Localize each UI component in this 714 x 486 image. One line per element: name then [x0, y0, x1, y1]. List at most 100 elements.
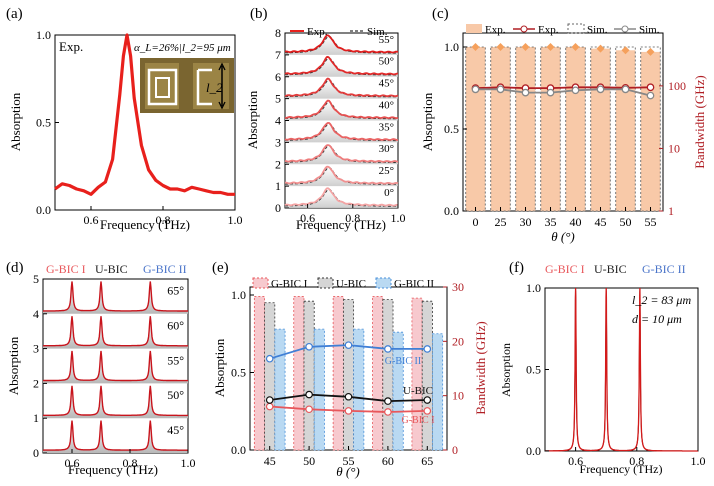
panel-c-exp-marker	[546, 43, 555, 51]
a-xtick-label: 0.8	[156, 213, 171, 227]
b-xtick-label: 0.6	[300, 211, 315, 225]
a-ytick-label: 0.5	[36, 116, 51, 130]
panel-e-ubic-bar	[264, 302, 276, 451]
c-ytick-label: 0.5	[444, 122, 459, 136]
panel-f-gbic2-label: G-BIC II	[642, 262, 686, 276]
panel-f-annotation-l2: l_2 = 83 μm	[632, 293, 691, 307]
f-ytick-label: 0.5	[526, 363, 541, 377]
legend-e-ubic-label: U-BIC	[336, 278, 366, 290]
c-xtick-label: 45	[595, 215, 607, 229]
panel-e-gbic2-bar	[353, 328, 365, 451]
panel-b-angle-label: 45°	[379, 78, 394, 90]
panel-d-curve-0	[43, 420, 188, 451]
panel-d-gbic1-label: G-BIC I	[46, 262, 86, 276]
d-xtick-label: 1.0	[181, 456, 196, 470]
panel-f-gbic1-label: G-BIC I	[545, 262, 585, 276]
panel-d-angle-label: 50°	[167, 388, 184, 402]
panel-c-exp-marker	[596, 44, 605, 53]
c-y2tick-label: 1	[668, 204, 674, 218]
panel-c-exp-marker	[521, 43, 530, 51]
legend-c-sim-line-label: Sim.	[639, 24, 660, 36]
d-ytick-label: 1	[33, 411, 39, 425]
panel-c-sim-bandwidth-point	[596, 85, 605, 94]
panel-d-ubic-label: U-BIC	[95, 262, 128, 276]
panel-f-annotation-d: d = 10 μm	[632, 312, 682, 326]
b-ytick-label: 2	[275, 157, 281, 171]
panel-b-fill-4	[285, 100, 398, 121]
panel-f-label: (f)	[509, 260, 524, 276]
panel-a-inset-photo: l_2	[140, 58, 234, 113]
panel-e-gbic2-bandwidth-point	[265, 354, 274, 363]
panel-b-angle-label: 35°	[379, 121, 394, 133]
panel-f-ubic-label: U-BIC	[594, 262, 627, 276]
panel-a-title: Exp.	[59, 39, 83, 54]
b-ytick-label: 4	[275, 114, 281, 128]
panel-e-gbic1-line-label: G-BIC I	[401, 415, 434, 426]
panel-e-gbic1-bar	[332, 296, 344, 451]
panel-d: (d) 45° 50° 55° 60° 65° 0.6 0.8 1.0 0 1 2 3 4 5 G-BI…	[6, 260, 196, 477]
panel-a-exp-curve	[54, 33, 235, 196]
e-xtick-label: 55	[343, 454, 355, 468]
c-xtick-label: 35	[545, 215, 557, 229]
panel-b-exp-curve-3	[284, 121, 398, 141]
panel-e-gbic1-bandwidth-point	[384, 408, 392, 416]
e-y2tick-label: 0	[452, 443, 458, 457]
panel-e-gbic2-bandwidth-point	[423, 345, 432, 353]
legend-e-gbic1-swatch	[252, 277, 269, 289]
panel-d-ylabel: Absorption	[6, 336, 21, 395]
panel-b-exp-curve-5	[284, 77, 399, 98]
legend-c-exp-bar-label: Exp.	[485, 24, 506, 36]
panel-c-sim-bandwidth-point	[646, 91, 655, 100]
panel-c-exp-marker	[471, 43, 480, 51]
panel-b-exp-curve-1	[284, 165, 399, 185]
panel-b-sim-curve-3	[285, 123, 398, 142]
panel-e-gbic1-bar	[293, 296, 305, 451]
e-ytick-label: 1.0	[231, 288, 246, 302]
panel-d-fill-0	[43, 420, 188, 453]
panel-c-sim-bandwidth-point	[571, 86, 580, 95]
panel-e-ylabel: Absorption	[212, 338, 227, 397]
legend-c-sim-bar-label: Sim.	[587, 24, 608, 36]
c-ytick-label: 1.0	[444, 40, 459, 54]
panel-e-gbic1-bar	[372, 296, 384, 451]
panel-e-gbic2-bar	[392, 331, 404, 451]
panel-d-curve-3	[43, 316, 188, 347]
panel-e-gbic2-bandwidth-point	[384, 345, 392, 353]
panel-e-gbic1-bar	[411, 297, 423, 451]
c-xtick-label: 40	[570, 215, 582, 229]
panel-d-xlabel: Frequency (THz)	[68, 462, 158, 477]
panel-e-gbic1-bandwidth-point	[305, 405, 313, 414]
c-xtick-label: 30	[520, 215, 532, 229]
legend-e-gbic2-label: G-BIC II	[394, 278, 434, 290]
b-ytick-label: 3	[275, 135, 281, 149]
panel-c-exp-bar	[565, 47, 586, 211]
panel-f-ylabel: Absorption	[499, 343, 513, 397]
panel-b-angle-label: 25°	[379, 165, 394, 177]
panel-b-angle-label: 30°	[379, 143, 394, 155]
panel-e-ubic-bandwidth-point	[423, 396, 432, 404]
d-xtick-label: 0.6	[65, 456, 80, 470]
d-xtick-label: 0.8	[123, 456, 138, 470]
panel-a: (a) 0.6 0.8 1.0 0.0 0.5 1.0 Exp. α_L=26%|l_2=…	[6, 6, 243, 232]
panel-b-legend: Exp. Sim.	[290, 26, 388, 38]
panel-d-fill-2	[43, 351, 188, 384]
d-ytick-label: 4	[33, 307, 39, 321]
inset-arrow-heads	[218, 62, 226, 110]
panel-c-lines	[471, 83, 655, 100]
panel-d-angle-label: 55°	[167, 353, 184, 367]
e-xtick-label: 50	[303, 454, 315, 468]
b-ytick-label: 7	[275, 48, 281, 62]
panel-e-xlabel: θ (°)	[336, 464, 360, 479]
panel-d-fill-4	[43, 281, 188, 314]
panel-f-axes	[544, 287, 699, 452]
panel-b-exp-curve-4	[284, 99, 399, 120]
panel-a-annotation: α_L=26%|l_2=95 μm	[134, 42, 231, 54]
panel-d-curve-2	[43, 350, 188, 382]
f-xtick-label: 0.8	[629, 454, 644, 468]
panel-b-sim-curve-2	[285, 145, 398, 163]
panel-c-exp-marker	[571, 43, 580, 51]
e-y2tick-label: 20	[452, 334, 464, 348]
d-ytick-label: 0	[33, 446, 39, 460]
panel-c-exp-bar	[515, 47, 536, 211]
